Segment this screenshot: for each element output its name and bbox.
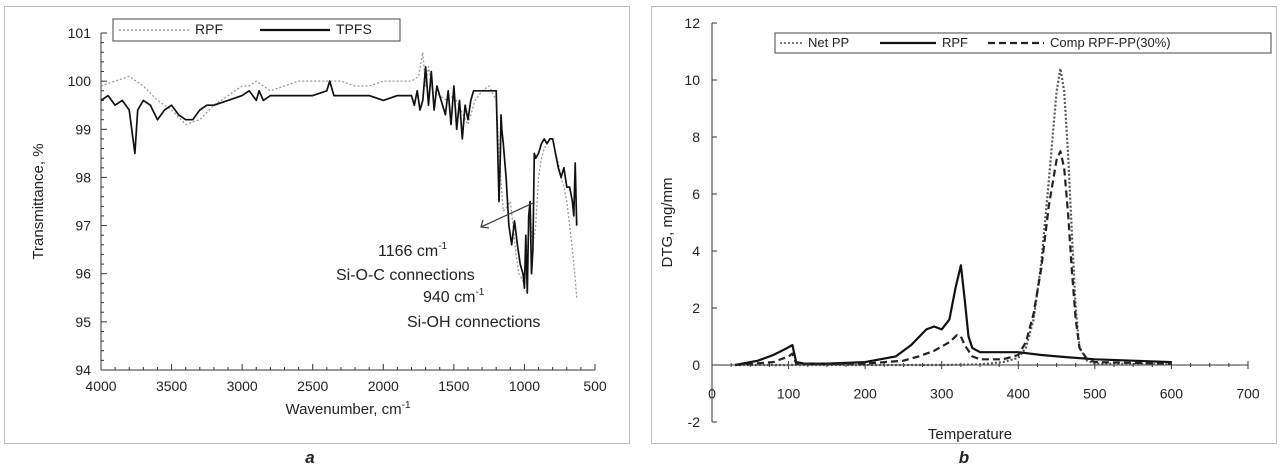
x-tick-label: 300 [930, 386, 954, 402]
x-tick-label: 3000 [227, 378, 258, 394]
chart-b-svg: -2 0 2 4 6 8 10 12 0 100 200 300 400 500 600 700 DTG, mg… [659, 15, 1272, 443]
annotation-group-0: Si-O-C connections [336, 267, 475, 284]
annotation-group-1: Si-OH connections [407, 314, 540, 331]
y-tick-label: 99 [75, 121, 91, 137]
y-tick-label: 94 [75, 362, 91, 378]
chart-a-svg: 94 95 96 97 98 99 100 101 4000 3500 3000 2500 2000 15… [30, 18, 607, 418]
annotation-sup-1: -1 [475, 287, 484, 298]
chart-panel-a: 94 95 96 97 98 99 100 101 4000 3500 3000 2500 2000 15… [4, 6, 630, 444]
y-tick-label: 96 [75, 266, 91, 282]
x-tick-label: 2000 [368, 378, 399, 394]
legend-label-0: Net PP [808, 35, 849, 50]
x-tick-label: 4000 [85, 378, 116, 394]
legend-box [112, 18, 401, 42]
chart-panel-b: -2 0 2 4 6 8 10 12 0 100 200 300 400 500 600 700 DTG, mg… [651, 6, 1277, 444]
annotation-wavenumber-1: 940 cm-1 [423, 287, 485, 306]
y-tick-label: 10 [684, 72, 700, 88]
x-tick-label: 0 [708, 386, 716, 402]
x-tick-label: 1500 [438, 378, 469, 394]
x-tick-label: 3500 [156, 378, 187, 394]
series-line-1 [734, 264, 1172, 367]
series-line-0 [735, 67, 1172, 367]
series-line-1 [100, 65, 578, 294]
x-tick-label: 100 [777, 386, 801, 402]
x-tick-label: 1000 [509, 378, 540, 394]
y-tick-label: 6 [692, 186, 700, 202]
y-tick-label: 100 [68, 73, 92, 89]
y-tick-label: 12 [684, 15, 700, 31]
y-tick-label: 4 [692, 243, 700, 259]
x-tick-label: 2500 [297, 378, 328, 394]
x-axis-label-sup: -1 [402, 400, 411, 411]
annotation-sup-0: -1 [438, 241, 447, 252]
y-tick-label: -2 [688, 414, 701, 430]
y-tick-label: 101 [68, 25, 92, 41]
x-axis-label: Temperature [928, 426, 1012, 443]
panel-letter-a: a [305, 448, 315, 467]
x-axis-label: Wavenumber, cm-1 [285, 400, 410, 418]
x-tick-label: 200 [853, 386, 877, 402]
y-tick-label: 97 [75, 218, 91, 234]
legend-label-2: Comp RPF-PP(30%) [1050, 35, 1171, 50]
y-tick-label: 0 [692, 357, 700, 373]
x-tick-label: 400 [1007, 386, 1031, 402]
legend-label-1: RPF [942, 35, 968, 50]
annotation-arrow-line [480, 202, 534, 228]
annotation-arrow-head [480, 219, 490, 229]
x-tick-label: 600 [1160, 386, 1184, 402]
y-tick-label: 2 [692, 300, 700, 316]
legend-label-1: TPFS [336, 21, 372, 37]
panel-letter-b: b [958, 448, 970, 467]
y-axis-label: Transmittance, % [30, 143, 47, 259]
y-tick-label: 95 [75, 314, 91, 330]
x-tick-label: 500 [583, 378, 607, 394]
series-line-2 [734, 150, 1172, 367]
legend-label-0: RPF [195, 21, 223, 37]
y-axis-label: DTG, mg/mm [659, 178, 676, 268]
y-tick-label: 98 [75, 169, 91, 185]
annotation-wavenumber-0: 1166 cm-1 [378, 241, 448, 260]
y-tick-label: 8 [692, 129, 700, 145]
x-tick-label: 500 [1083, 386, 1107, 402]
x-tick-label: 700 [1236, 386, 1260, 402]
